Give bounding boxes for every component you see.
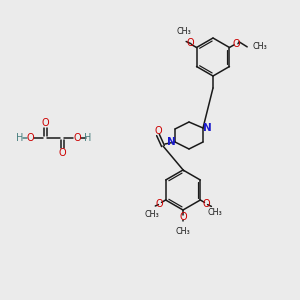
Text: N: N bbox=[167, 137, 176, 147]
Text: CH₃: CH₃ bbox=[177, 28, 191, 37]
Text: O: O bbox=[156, 199, 163, 208]
Text: O: O bbox=[58, 148, 66, 158]
Text: H: H bbox=[84, 133, 92, 143]
Text: CH₃: CH₃ bbox=[145, 210, 160, 219]
Text: O: O bbox=[154, 126, 162, 136]
Text: H: H bbox=[16, 133, 24, 143]
Text: O: O bbox=[232, 39, 240, 49]
Text: O: O bbox=[26, 133, 34, 143]
Text: O: O bbox=[203, 199, 210, 208]
Text: O: O bbox=[186, 38, 194, 48]
Text: N: N bbox=[202, 123, 211, 133]
Text: O: O bbox=[73, 133, 81, 143]
Text: O: O bbox=[41, 118, 49, 128]
Text: CH₃: CH₃ bbox=[176, 227, 190, 236]
Text: O: O bbox=[179, 212, 187, 222]
Text: CH₃: CH₃ bbox=[252, 42, 267, 51]
Text: CH₃: CH₃ bbox=[207, 208, 222, 217]
